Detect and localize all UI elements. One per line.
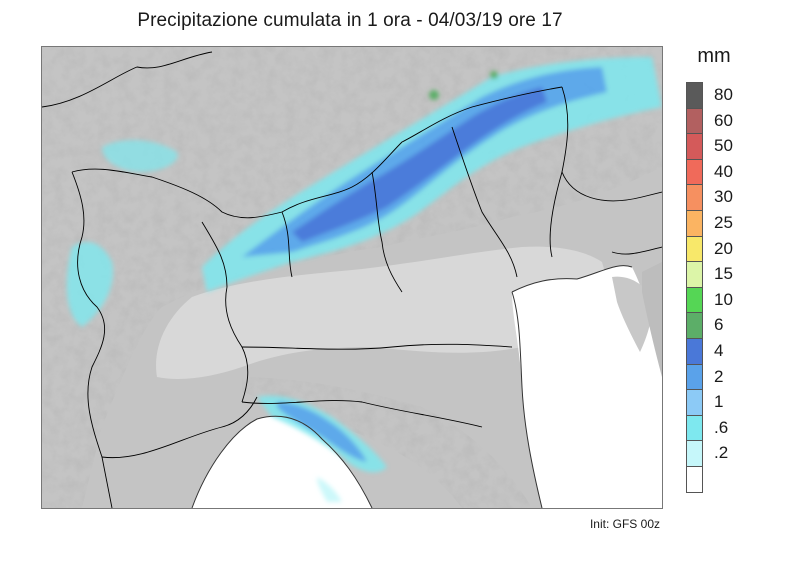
init-note: Init: GFS 00z [589, 517, 660, 531]
adriatic-sea [512, 265, 662, 508]
legend-label: 2 [714, 366, 724, 386]
legend-label: 4 [714, 341, 724, 360]
legend-swatch [686, 82, 703, 109]
legend-label: .2 [714, 443, 729, 463]
legend-label: 1 [714, 392, 724, 412]
administrative-borders [42, 51, 662, 508]
legend-swatch [686, 440, 703, 467]
legend-swatch [686, 158, 703, 186]
legend-swatch [686, 338, 703, 365]
istria [612, 276, 653, 352]
dalmatian-coast [642, 262, 662, 377]
legend-swatch [686, 389, 703, 416]
precipitation-map [41, 46, 663, 509]
legend-swatch [686, 184, 703, 211]
legend-swatch [686, 261, 703, 288]
precipitation-bands [66, 57, 662, 502]
legend-swatch [686, 210, 703, 237]
legend-label: 60 [714, 110, 733, 130]
legend-swatch [686, 363, 703, 391]
legend-swatch [686, 235, 703, 263]
legend-swatch [686, 312, 703, 339]
coastlines [191, 265, 633, 508]
legend-label: 15 [714, 264, 733, 284]
map-title: Precipitazione cumulata in 1 ora - 04/03… [137, 10, 563, 31]
legend-label: 25 [714, 213, 733, 232]
legend-label: .6 [714, 417, 729, 437]
legend-label: 30 [714, 187, 733, 207]
legend-label: 80 [714, 85, 733, 104]
legend-swatch [686, 133, 703, 160]
legend-swatch [686, 107, 703, 135]
legend-label: 10 [714, 289, 733, 309]
legend-swatch [686, 286, 703, 314]
legend-label: 6 [714, 315, 724, 335]
terrain-map-svg [42, 47, 662, 508]
legend-swatch [686, 466, 703, 493]
legend-swatch [686, 414, 703, 442]
legend-label: 40 [714, 161, 733, 181]
legend-unit: mm [697, 45, 731, 67]
legend-label: 50 [714, 136, 733, 156]
legend-label: 20 [714, 238, 733, 258]
